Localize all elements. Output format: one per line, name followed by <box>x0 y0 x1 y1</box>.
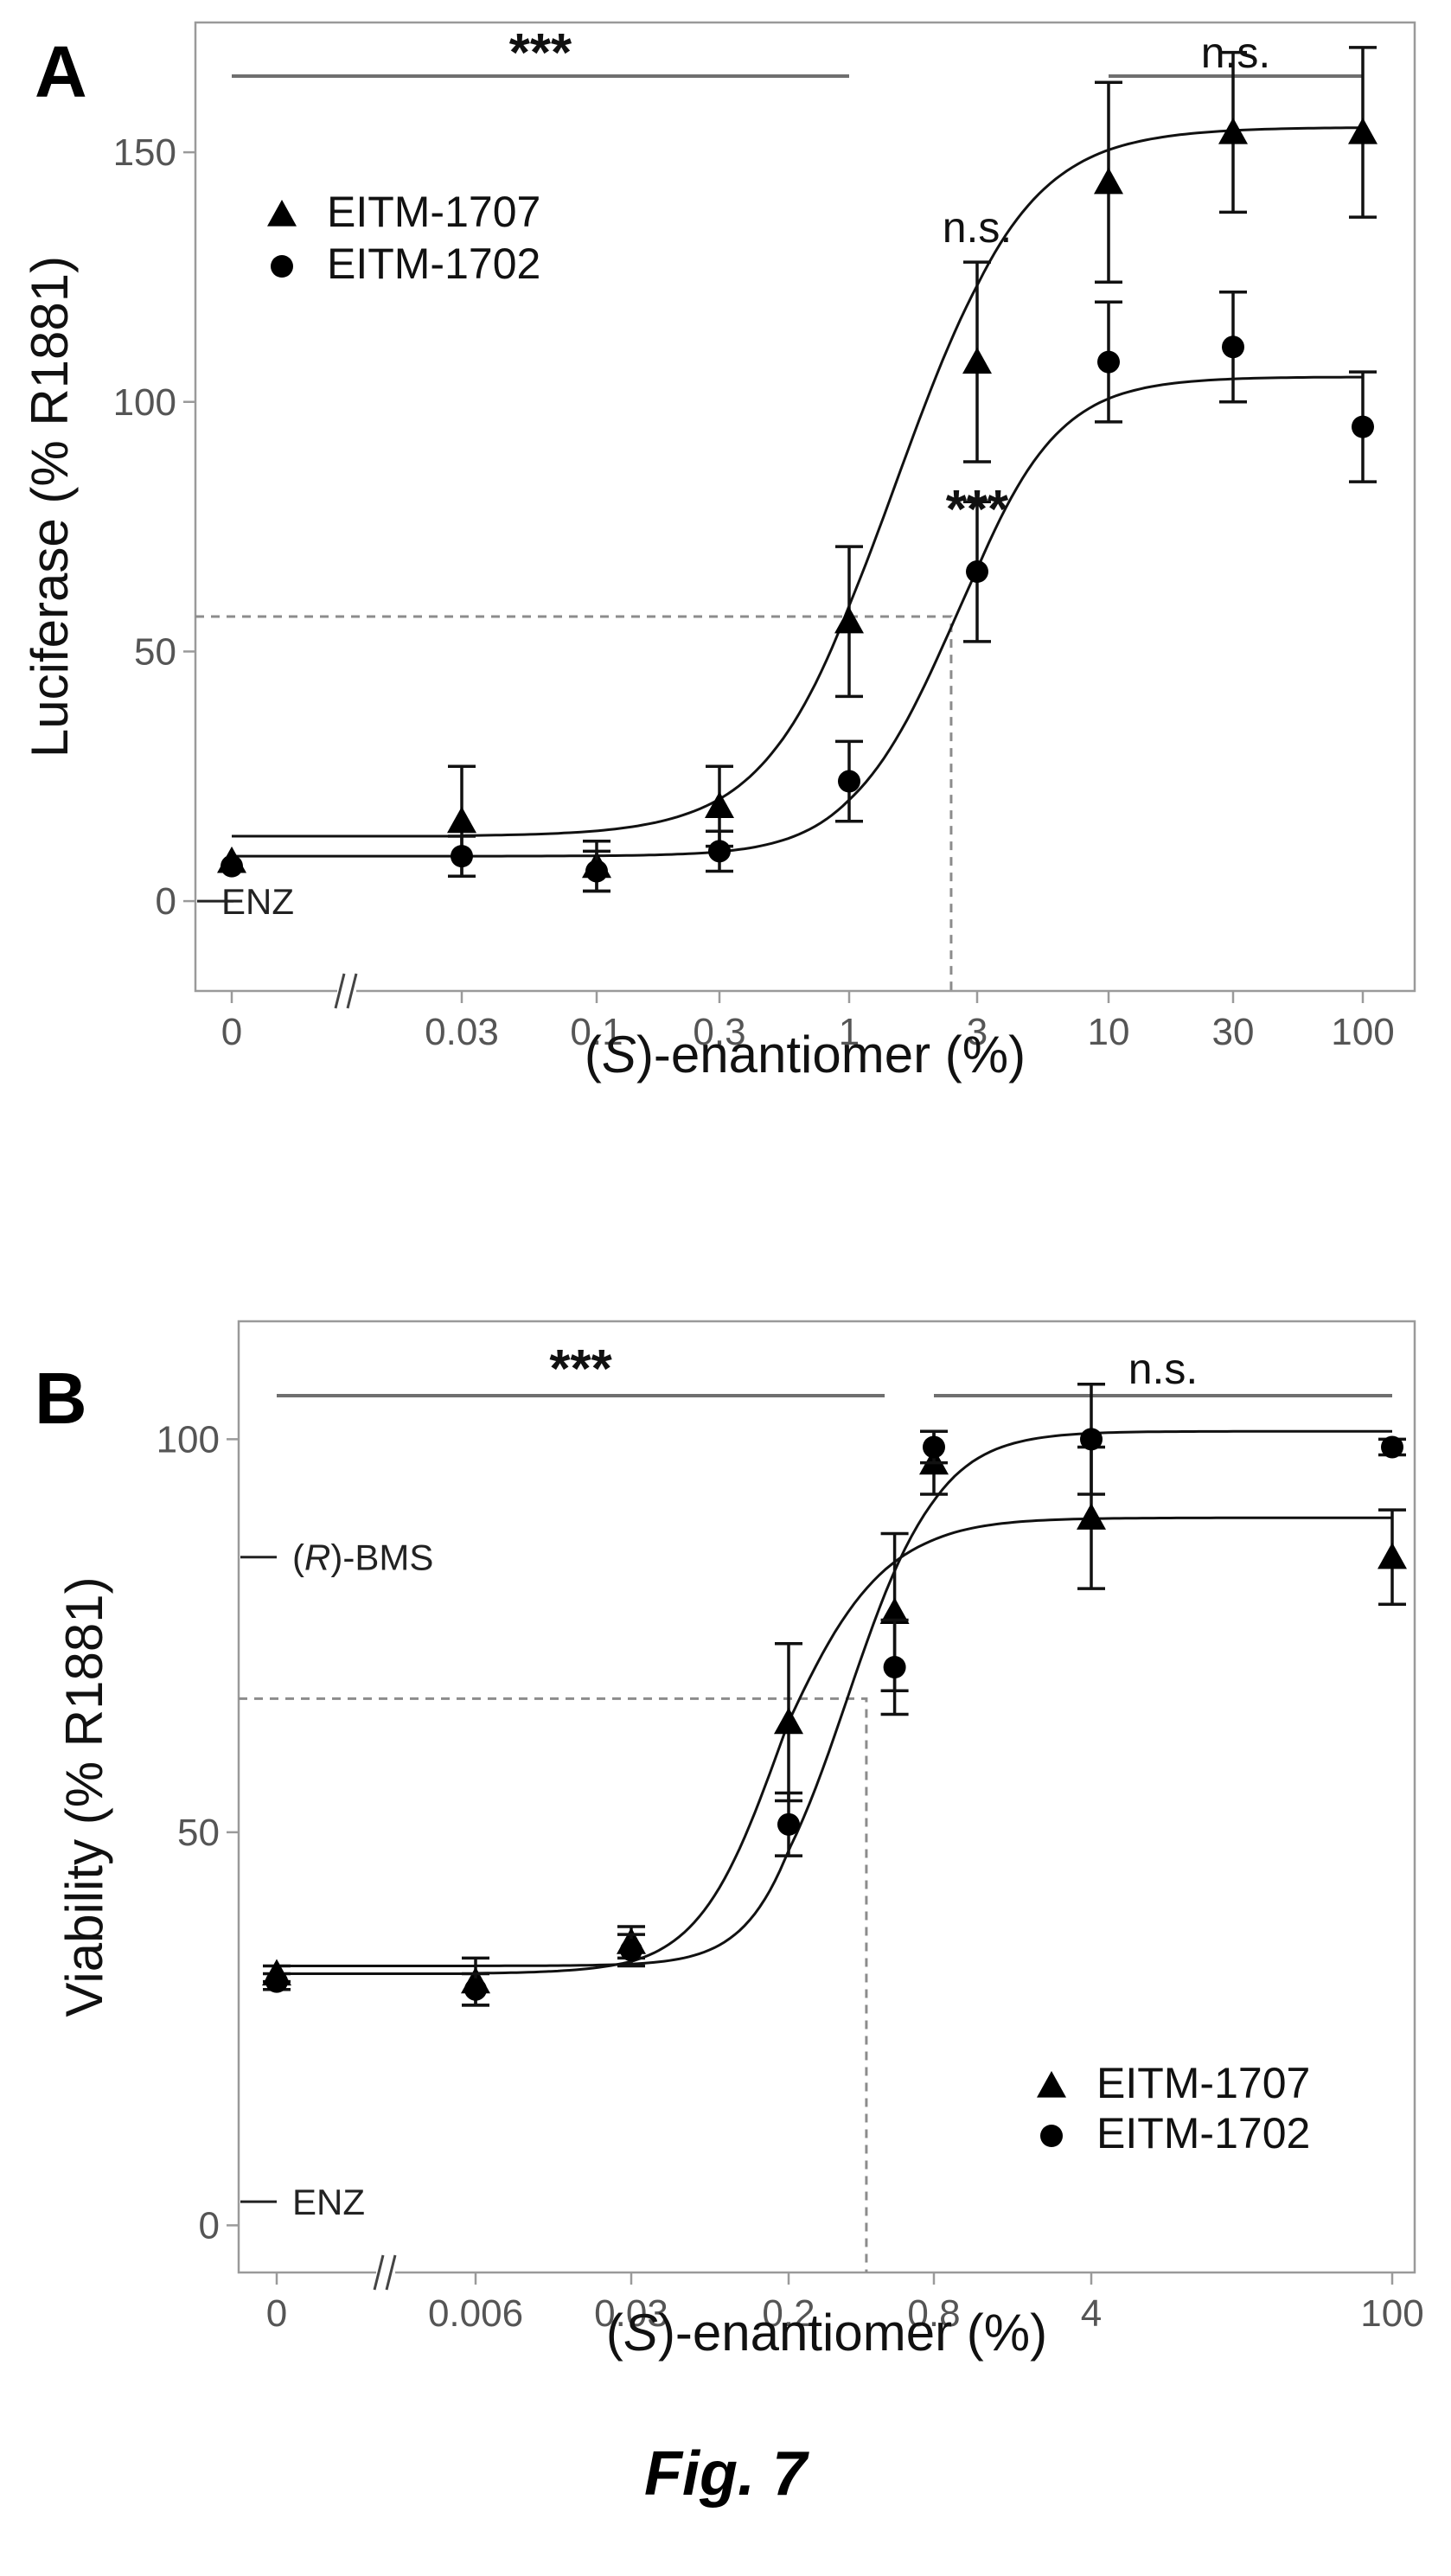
panel-b: B 0 50 100 0 0.006 0.03 0.2 0.8 4 100 (S)-enantiome… <box>35 1320 1424 2362</box>
point-annotation: *** <box>946 480 1009 540</box>
x-tick-label: 0 <box>266 2292 287 2335</box>
y-tick-label: 50 <box>177 1812 220 1854</box>
reference-label: (R)-BMS <box>292 1537 433 1578</box>
x-tick-label: 0.1 <box>570 1011 623 1053</box>
data-point <box>221 854 243 878</box>
x-tick-label: 100 <box>1331 1011 1394 1053</box>
x-tick-label: 0.3 <box>693 1011 745 1053</box>
data-point <box>708 840 731 863</box>
data-point <box>777 1812 800 1836</box>
significance-label: n.s. <box>1128 1345 1199 1393</box>
x-tick-label: 0 <box>221 1011 242 1053</box>
data-point <box>1094 167 1123 195</box>
y-axis-label: Viability (% R1881) <box>55 1576 113 2017</box>
plot-frame <box>237 1320 1416 2274</box>
x-tick-label: 10 <box>1088 1011 1130 1053</box>
data-point <box>464 1978 487 2001</box>
data-point <box>265 1970 288 1993</box>
data-point <box>620 1939 642 1962</box>
point-annotation: n.s. <box>943 203 1013 252</box>
y-tick-label: 100 <box>157 1418 220 1461</box>
data-point <box>1377 1542 1407 1569</box>
panel-a: A 0 50 100 150 0 0.03 0.1 0.3 1 3 10 30 100 (S)-enanti… <box>21 21 1416 1083</box>
data-point <box>962 347 992 374</box>
axis-break-mark <box>385 2254 397 2291</box>
x-tick-label: 4 <box>1081 2292 1102 2335</box>
reference-label: ENZ <box>292 2182 365 2222</box>
legend-label: EITM-1707 <box>1096 2059 1310 2107</box>
y-tick-label: 0 <box>156 880 176 923</box>
data-point <box>1097 350 1120 374</box>
ec50-guide-line <box>239 1697 868 2272</box>
fit-curve <box>277 1516 1392 1976</box>
y-tick-label: 50 <box>134 630 176 673</box>
legend-marker <box>1040 2125 1063 2147</box>
legend-marker <box>1037 2071 1066 2098</box>
y-tick-label: 150 <box>113 131 176 174</box>
y-tick-label: 0 <box>199 2204 220 2247</box>
figure-caption: Fig. 7 <box>644 2439 809 2509</box>
x-tick-label: 0.03 <box>594 2292 668 2335</box>
x-axis-label: (S)-enantiomer (%) <box>606 2304 1047 2362</box>
legend-label: EITM-1702 <box>327 240 540 288</box>
x-tick-label: 0.006 <box>428 2292 523 2335</box>
x-tick-label: 0.03 <box>425 1011 499 1053</box>
fit-curve <box>232 375 1363 858</box>
x-tick-label: 30 <box>1212 1011 1255 1053</box>
y-tick-label: 100 <box>113 381 176 424</box>
significance-label: *** <box>509 23 572 83</box>
x-tick-label: 1 <box>839 1011 860 1053</box>
axis-break-mark <box>373 2254 385 2291</box>
axis-break-mark <box>346 973 358 1009</box>
reference-label: ENZ <box>221 881 294 922</box>
legend-marker <box>267 200 297 227</box>
data-point <box>774 1707 803 1735</box>
data-point <box>705 791 734 818</box>
data-point <box>447 806 476 834</box>
y-axis-label: Luciferase (% R1881) <box>21 256 79 757</box>
ec50-guide-line <box>195 615 953 991</box>
data-point <box>1381 1435 1403 1459</box>
data-point <box>1080 1428 1103 1451</box>
data-point <box>451 845 473 868</box>
legend-label: EITM-1707 <box>327 188 540 236</box>
data-point <box>1222 336 1244 359</box>
panel-letter: A <box>35 31 87 112</box>
fit-curve <box>232 126 1363 838</box>
axis-break-mark <box>334 973 346 1009</box>
data-point <box>883 1656 906 1678</box>
legend-marker <box>271 255 293 278</box>
data-point <box>838 770 860 793</box>
panel-letter: B <box>35 1358 87 1439</box>
data-point <box>1348 118 1377 144</box>
legend-label: EITM-1702 <box>1096 2109 1310 2157</box>
x-tick-label: 100 <box>1360 2292 1423 2335</box>
data-point <box>1352 415 1374 438</box>
fit-curve <box>277 1429 1392 1967</box>
x-tick-label: 0.2 <box>762 2292 815 2335</box>
data-point <box>879 1597 910 1624</box>
significance-label: *** <box>549 1339 612 1399</box>
plot-frame <box>194 21 1416 993</box>
data-point <box>1218 118 1248 144</box>
data-point <box>834 606 864 634</box>
x-tick-label: 0.8 <box>907 2292 960 2335</box>
data-point <box>585 860 608 883</box>
x-tick-label: 3 <box>967 1011 988 1053</box>
data-point <box>923 1435 945 1459</box>
data-point <box>1077 1503 1106 1530</box>
data-point <box>966 560 988 584</box>
x-axis-label: (S)-enantiomer (%) <box>585 1026 1026 1083</box>
